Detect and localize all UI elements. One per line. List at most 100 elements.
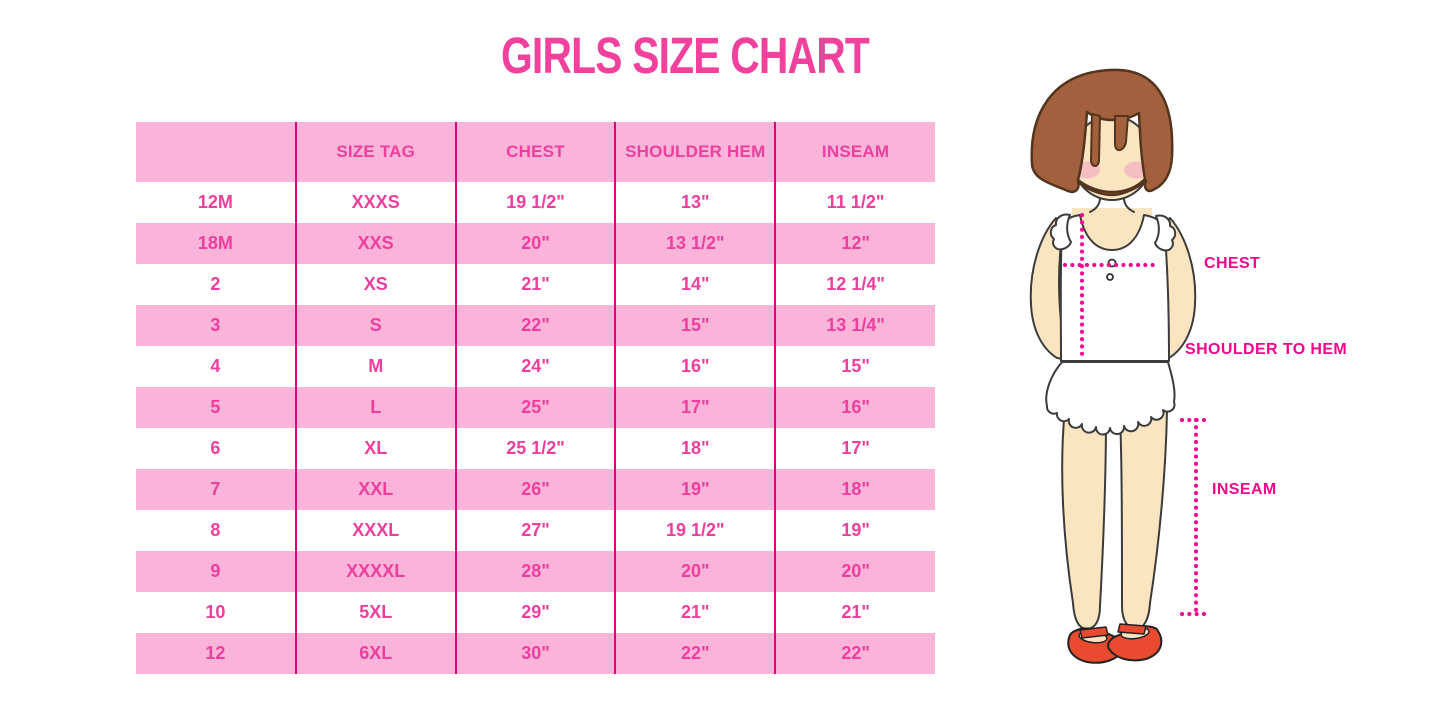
table-cell: 5XL <box>295 592 457 633</box>
table-cell: 6XL <box>295 633 457 674</box>
table-cell: 29" <box>455 592 617 633</box>
shoe-right-strap <box>1117 623 1147 635</box>
size-chart-table: SIZE TAG CHEST SHOULDER HEM INSEAM 12M XXXS 1… <box>136 122 935 674</box>
shoulder-to-hem-label: SHOULDER TO HEM <box>1185 341 1348 358</box>
row-label-cell: 8 <box>136 510 297 551</box>
ruffle-right <box>1154 214 1177 252</box>
table-cell: 20" <box>841 561 870 581</box>
table-row: 4 M 24" 16" 15" <box>136 346 935 387</box>
table-cell: 13" <box>615 182 777 223</box>
table-cell: 17" <box>841 438 870 458</box>
top <box>1059 214 1170 362</box>
page-title: GIRLS SIZE CHART <box>501 27 870 84</box>
table-cell: 19" <box>841 520 870 540</box>
table-cell: 13 1/4" <box>826 315 885 335</box>
table-cell: XL <box>295 428 457 469</box>
table-cell: 20" <box>615 551 777 592</box>
row-label-cell: 2 <box>136 264 297 305</box>
row-label-cell: 9 <box>136 551 297 592</box>
table-cell: 30" <box>455 633 617 674</box>
table-cell: XS <box>295 264 457 305</box>
table-cell: 14" <box>615 264 777 305</box>
table-row: 9 XXXXL 28" 20" 20" <box>136 551 935 592</box>
table-cell: 25" <box>455 387 617 428</box>
bang-strand-right <box>1114 115 1129 152</box>
header-row: SIZE TAG CHEST SHOULDER HEM INSEAM <box>136 122 935 182</box>
table-cell: S <box>295 305 457 346</box>
table-row: 8 XXXL 27" 19 1/2" 19" <box>136 510 935 551</box>
row-label-cell: 12M <box>136 182 297 223</box>
table-cell: 28" <box>455 551 617 592</box>
column-header: CHEST <box>455 122 617 182</box>
bang-strand-left <box>1090 113 1101 167</box>
row-label-cell: 10 <box>136 592 297 633</box>
table-cell: 20" <box>455 223 617 264</box>
table-cell: M <box>295 346 457 387</box>
table-row: 2 XS 21" 14" 12 1/4" <box>136 264 935 305</box>
inseam-label: INSEAM <box>1212 481 1277 498</box>
table-cell: 17" <box>615 387 777 428</box>
row-label-cell: 12 <box>136 633 297 674</box>
table-cell: 19 1/2" <box>455 182 617 223</box>
hair <box>1030 68 1174 197</box>
row-label-cell: 6 <box>136 428 297 469</box>
table-cell: 15" <box>615 305 777 346</box>
column-header: INSEAM <box>821 142 890 161</box>
column-header <box>136 122 297 182</box>
table-cell: 21" <box>615 592 777 633</box>
shoe-left-strap <box>1079 626 1109 639</box>
girl-illustration <box>1029 68 1211 664</box>
table-cell: 18" <box>841 479 870 499</box>
table-cell: 19 1/2" <box>615 510 777 551</box>
row-label-cell: 4 <box>136 346 297 387</box>
table-cell: L <box>295 387 457 428</box>
table-cell: 22" <box>615 633 777 674</box>
table-cell: 27" <box>455 510 617 551</box>
table-cell: 12" <box>841 233 870 253</box>
table-cell: 22" <box>841 643 870 663</box>
table-cell: 15" <box>841 356 870 376</box>
neck <box>1089 197 1135 213</box>
column-header: SHOULDER HEM <box>615 122 777 182</box>
table-cell: 13 1/2" <box>615 223 777 264</box>
table-cell: 18" <box>615 428 777 469</box>
table-header: SIZE TAG CHEST SHOULDER HEM INSEAM <box>136 122 935 182</box>
table-cell: 26" <box>455 469 617 510</box>
button-bottom <box>1106 273 1114 281</box>
table-row: 12M XXXS 19 1/2" 13" 11 1/2" <box>136 182 935 223</box>
table-row: 12 6XL 30" 22" 22" <box>136 633 935 674</box>
table-cell: 25 1/2" <box>455 428 617 469</box>
table-cell: 24" <box>455 346 617 387</box>
row-label-cell: 18M <box>136 223 297 264</box>
table-cell: 16" <box>841 397 870 417</box>
ruffle-left <box>1049 213 1072 251</box>
table-row: 18M XXS 20" 13 1/2" 12" <box>136 223 935 264</box>
table-cell: 21" <box>455 264 617 305</box>
chest-label: CHEST <box>1204 255 1261 272</box>
table-cell: 16" <box>615 346 777 387</box>
table-cell: XXXXL <box>295 551 457 592</box>
column-header: SIZE TAG <box>295 122 457 182</box>
row-label-cell: 5 <box>136 387 297 428</box>
table-cell: 12 1/4" <box>826 274 885 294</box>
table-body: 12M XXXS 19 1/2" 13" 11 1/2" 18M XXS 20" 13 1/2"… <box>136 182 935 674</box>
table-row: 10 5XL 29" 21" 21" <box>136 592 935 633</box>
table-row: 3 S 22" 15" 13 1/4" <box>136 305 935 346</box>
table-cell: XXXL <box>295 510 457 551</box>
skirt <box>1045 361 1176 436</box>
table-cell: 22" <box>455 305 617 346</box>
table-cell: 19" <box>615 469 777 510</box>
table-cell: 11 1/2" <box>826 192 885 212</box>
leg-left <box>1061 407 1107 630</box>
table-row: 5 L 25" 17" 16" <box>136 387 935 428</box>
table-row: 6 XL 25 1/2" 18" 17" <box>136 428 935 469</box>
row-label-cell: 7 <box>136 469 297 510</box>
table-cell: XXS <box>295 223 457 264</box>
table-cell: 21" <box>841 602 870 622</box>
measurement-figure: CHEST SHOULDER TO HEM INSEAM <box>1000 58 1445 723</box>
table-cell: XXXS <box>295 182 457 223</box>
leg-right <box>1119 409 1168 630</box>
row-label-cell: 3 <box>136 305 297 346</box>
table-row: 7 XXL 26" 19" 18" <box>136 469 935 510</box>
